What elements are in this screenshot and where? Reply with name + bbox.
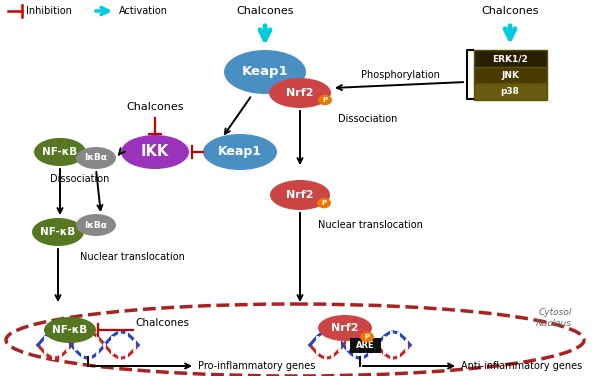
Text: P: P xyxy=(322,200,326,206)
Ellipse shape xyxy=(34,138,86,166)
Ellipse shape xyxy=(317,198,331,208)
Text: P: P xyxy=(322,97,328,103)
Text: ARE: ARE xyxy=(356,341,374,350)
Text: Keap1: Keap1 xyxy=(218,146,262,159)
Ellipse shape xyxy=(203,134,277,170)
Text: Chalcones: Chalcones xyxy=(135,318,189,328)
Text: JNK: JNK xyxy=(501,71,519,79)
Text: Keap1: Keap1 xyxy=(242,65,289,79)
Ellipse shape xyxy=(76,214,116,236)
Ellipse shape xyxy=(360,332,374,342)
Text: Nrf2: Nrf2 xyxy=(331,323,359,333)
Text: NF-κB: NF-κB xyxy=(52,325,88,335)
Text: IκBα: IκBα xyxy=(85,153,107,162)
Ellipse shape xyxy=(121,135,189,169)
Text: Chalcones: Chalcones xyxy=(236,6,294,16)
Ellipse shape xyxy=(318,315,372,341)
Text: p38: p38 xyxy=(500,86,520,96)
FancyBboxPatch shape xyxy=(349,338,380,353)
Text: Anti-inflammatory genes: Anti-inflammatory genes xyxy=(461,361,582,371)
Text: Dissociation: Dissociation xyxy=(50,174,109,184)
Ellipse shape xyxy=(76,147,116,169)
Text: Nuclear translocation: Nuclear translocation xyxy=(80,252,185,262)
Text: Chalcones: Chalcones xyxy=(126,102,184,112)
Text: Phosphorylation: Phosphorylation xyxy=(361,70,439,80)
Text: P: P xyxy=(364,334,370,340)
Text: IKK: IKK xyxy=(141,144,169,159)
Text: Activation: Activation xyxy=(119,6,168,16)
Ellipse shape xyxy=(270,180,330,210)
FancyBboxPatch shape xyxy=(473,50,547,68)
Text: Nuclear translocation: Nuclear translocation xyxy=(318,220,423,230)
Text: NF-κB: NF-κB xyxy=(43,147,77,157)
Text: Dissociation: Dissociation xyxy=(338,114,397,124)
Text: Chalcones: Chalcones xyxy=(481,6,539,16)
Text: Cytosol: Cytosol xyxy=(539,308,572,317)
Text: Pro-inflammatory genes: Pro-inflammatory genes xyxy=(198,361,316,371)
FancyBboxPatch shape xyxy=(473,82,547,100)
Ellipse shape xyxy=(224,50,306,94)
Text: IκBα: IκBα xyxy=(85,220,107,229)
Text: Inhibition: Inhibition xyxy=(26,6,72,16)
Ellipse shape xyxy=(318,95,332,105)
FancyBboxPatch shape xyxy=(473,67,547,83)
Text: Nrf2: Nrf2 xyxy=(286,190,314,200)
Text: NF-κB: NF-κB xyxy=(40,227,76,237)
Text: Nrf2: Nrf2 xyxy=(286,88,314,98)
Ellipse shape xyxy=(32,218,84,246)
Text: ERK1/2: ERK1/2 xyxy=(492,54,528,63)
Ellipse shape xyxy=(44,317,96,343)
Ellipse shape xyxy=(269,78,331,108)
Text: Nucleus: Nucleus xyxy=(536,319,572,328)
